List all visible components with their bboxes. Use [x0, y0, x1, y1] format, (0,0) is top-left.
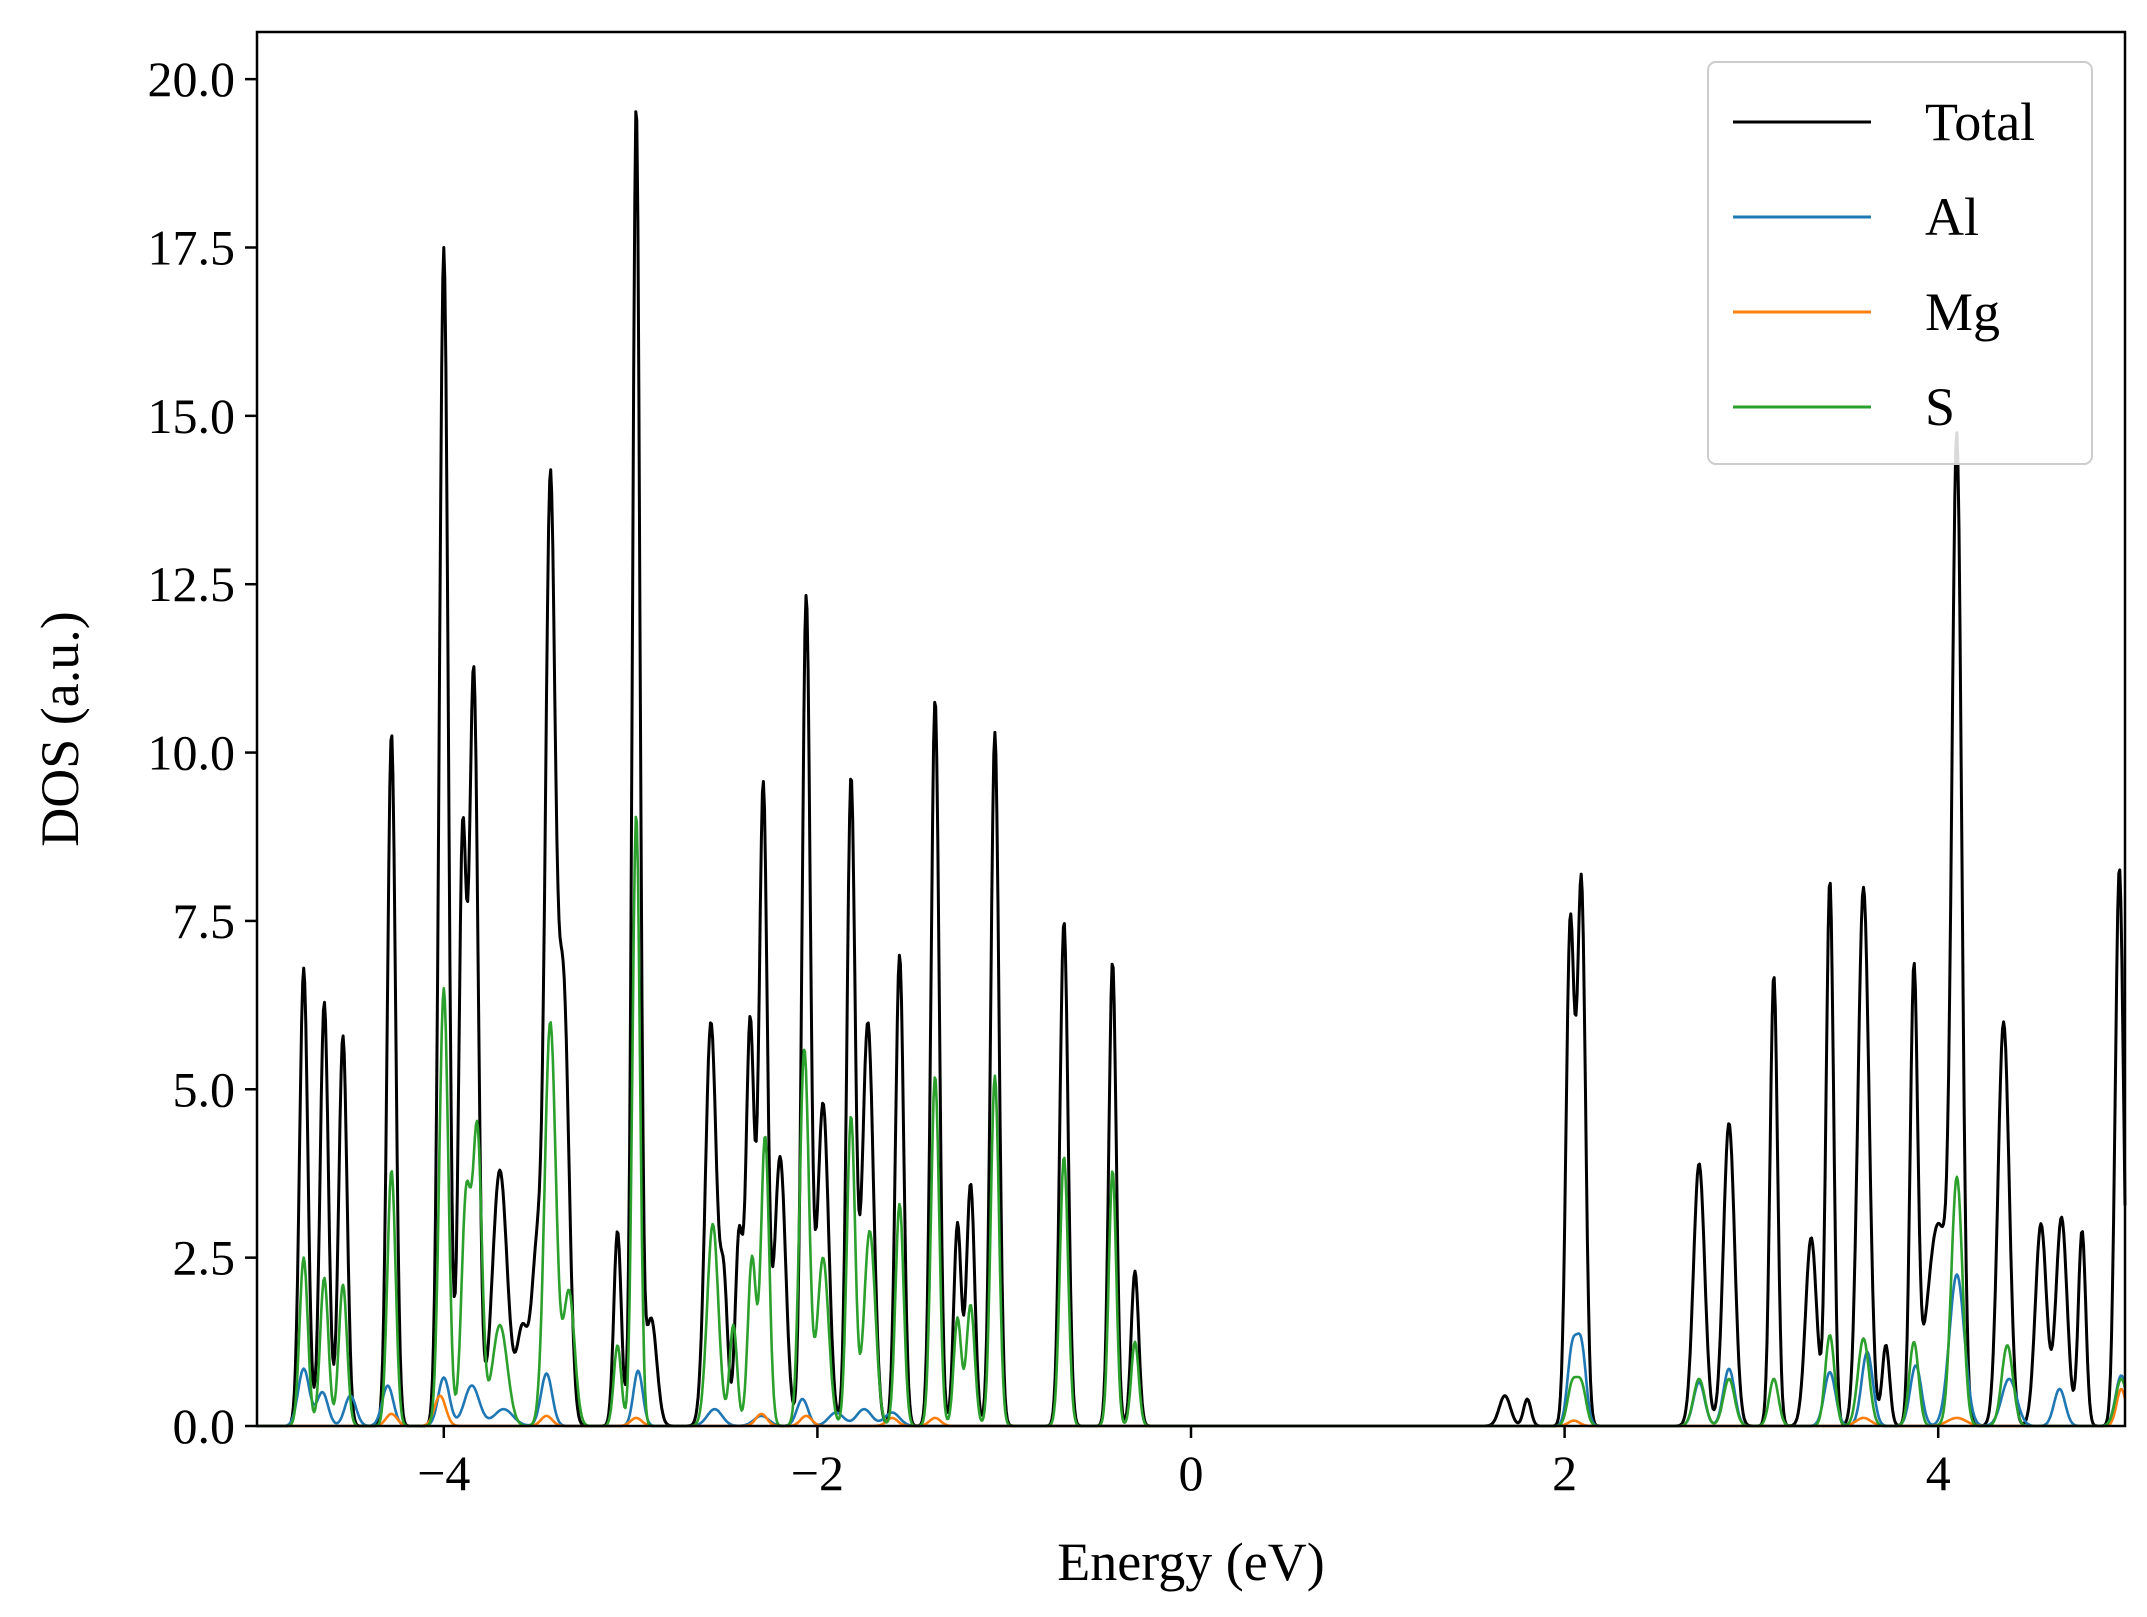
- y-tick-label: 2.5: [173, 1230, 236, 1286]
- x-tick-label: 2: [1552, 1445, 1577, 1501]
- x-tick-label: −4: [417, 1445, 470, 1501]
- x-tick-label: 0: [1179, 1445, 1204, 1501]
- legend-label-al: Al: [1925, 187, 1979, 247]
- y-tick-label: 17.5: [148, 219, 236, 275]
- y-tick-label: 10.0: [148, 725, 236, 781]
- x-tick-label: 4: [1926, 1445, 1951, 1501]
- legend-label-s: S: [1925, 377, 1955, 437]
- legend: Total Al Mg S: [1707, 61, 2093, 465]
- x-axis: −4 −2 0 2 4: [417, 1426, 1951, 1501]
- y-tick-label: 12.5: [148, 556, 236, 612]
- x-axis-title: Energy (eV): [1057, 1532, 1324, 1592]
- y-tick-label: 15.0: [148, 388, 236, 444]
- legend-label-total: Total: [1925, 92, 2035, 152]
- legend-box: [1707, 61, 2093, 465]
- y-tick-label: 7.5: [173, 893, 236, 949]
- y-tick-label: 20.0: [148, 51, 236, 107]
- y-tick-label: 0.0: [173, 1398, 236, 1454]
- y-tick-label: 5.0: [173, 1061, 236, 1117]
- x-tick-label: −2: [791, 1445, 844, 1501]
- legend-label-mg: Mg: [1925, 282, 2000, 342]
- series-s-line: [256, 815, 2127, 1428]
- y-axis-title: DOS (a.u.): [30, 611, 90, 846]
- y-axis: 0.0 2.5 5.0 7.5 10.0 12.5 15.0 17.5 20.0: [148, 51, 257, 1454]
